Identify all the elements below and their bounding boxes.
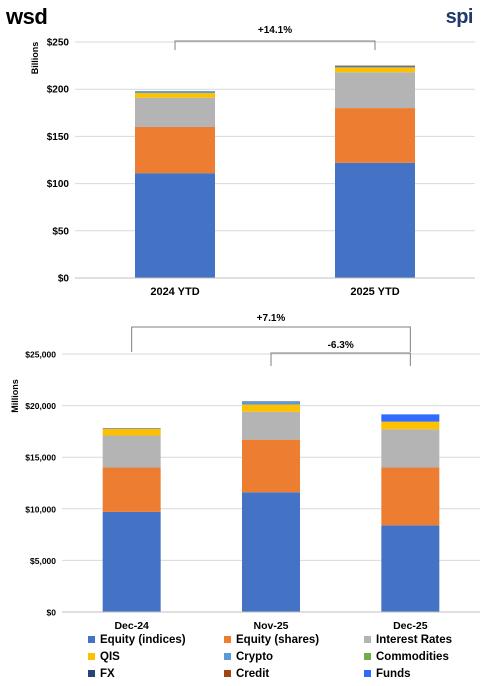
x-tick-label: Dec-25 <box>393 620 428 630</box>
legend-swatch <box>88 636 95 643</box>
legend-label: QIS <box>100 650 120 663</box>
legend-label: Equity (indices) <box>100 633 186 646</box>
legend-swatch <box>88 653 95 660</box>
bar-segment <box>102 467 161 512</box>
legend-swatch <box>88 670 95 677</box>
y-tick-label: $15,000 <box>25 453 56 463</box>
bar-segment <box>381 525 440 612</box>
bar-segment <box>135 126 215 174</box>
bar-segment <box>102 428 161 429</box>
bar-segment <box>335 66 415 67</box>
y-axis-label: Billions <box>30 42 40 75</box>
bar-segment <box>335 108 415 163</box>
legend-label: Interest Rates <box>376 633 453 646</box>
bar-segment <box>335 65 415 67</box>
change-bracket <box>131 326 411 352</box>
x-tick-label: 2024 YTD <box>150 286 199 298</box>
legend-item: Crypto <box>224 649 364 664</box>
legend-item: Equity (shares) <box>224 632 364 647</box>
legend-swatch <box>364 670 371 677</box>
bar-segment <box>135 97 215 127</box>
y-tick-label: $100 <box>47 179 70 190</box>
bar-segment <box>135 91 215 93</box>
bar-segment <box>102 435 161 468</box>
y-tick-label: $0 <box>58 274 70 285</box>
bar-segment <box>242 401 300 405</box>
x-tick-label: Nov-25 <box>253 620 288 630</box>
change-annotation: +7.1% <box>257 313 286 324</box>
bar-segment <box>381 467 440 526</box>
bar-segment <box>102 428 161 436</box>
spi-logo: spi <box>445 6 474 28</box>
bar-segment <box>102 511 161 612</box>
y-tick-label: $50 <box>52 226 69 237</box>
wsd-logo: wsd <box>6 4 48 29</box>
bar-segment <box>242 411 300 440</box>
bar-segment <box>335 162 415 278</box>
legend-label: FX <box>100 667 115 680</box>
legend-swatch <box>364 653 371 660</box>
bar-segment <box>135 173 215 278</box>
bar-segment <box>242 404 300 412</box>
y-tick-label: $0 <box>47 608 57 618</box>
y-tick-label: $250 <box>47 38 70 49</box>
legend-item: QIS <box>88 649 224 664</box>
legend-label: Commodities <box>376 650 449 663</box>
legend-swatch <box>224 653 231 660</box>
legend-item: FX <box>88 666 224 681</box>
change-annotation: +14.1% <box>258 25 292 36</box>
bar-segment <box>242 401 300 402</box>
legend-item: Commodities <box>364 649 483 664</box>
y-tick-label: $20,000 <box>25 401 56 411</box>
bar-segment <box>381 414 440 422</box>
bar-segment <box>335 67 415 73</box>
change-annotation: -6.3% <box>328 340 354 351</box>
x-tick-label: 2025 YTD <box>350 286 399 298</box>
top-stacked-bar-chart: $0 $50 $100 $150 $200 $250 Billions 2024 YTD 202… <box>30 25 475 298</box>
bar-segment <box>242 492 300 612</box>
legend-swatch <box>224 636 231 643</box>
change-bracket <box>174 40 376 50</box>
bar-segment <box>135 92 215 98</box>
bar-segment <box>381 429 440 468</box>
bottom-stacked-bar-chart: $0 $5,000 $10,000 $15,000 $20,000 $25,000 Mill… <box>10 313 480 630</box>
legend-item: Funds <box>364 666 483 681</box>
bar-segment <box>335 72 415 109</box>
legend-item: Interest Rates <box>364 632 483 647</box>
bar-segment <box>242 439 300 493</box>
y-tick-label: $5,000 <box>30 556 56 566</box>
y-axis-label: Millions <box>10 379 20 413</box>
legend-item: Equity (indices) <box>88 632 224 647</box>
bar-segment <box>335 66 415 68</box>
legend-label: Crypto <box>236 650 274 663</box>
change-bracket <box>270 352 411 366</box>
y-tick-label: $150 <box>47 132 70 143</box>
legend-label: Equity (shares) <box>236 633 320 646</box>
legend-swatch <box>364 636 371 643</box>
bar-segment <box>381 421 440 430</box>
y-tick-label: $200 <box>47 85 70 96</box>
x-tick-label: Dec-24 <box>114 620 149 630</box>
legend-label: Funds <box>376 667 411 680</box>
chart-legend: Equity (indices) Equity (shares) Interest … <box>88 632 478 681</box>
legend-swatch <box>224 670 231 677</box>
legend-item: Credit <box>224 666 364 681</box>
y-tick-label: $25,000 <box>25 350 56 360</box>
y-tick-label: $10,000 <box>25 504 56 514</box>
legend-label: Credit <box>236 667 270 680</box>
